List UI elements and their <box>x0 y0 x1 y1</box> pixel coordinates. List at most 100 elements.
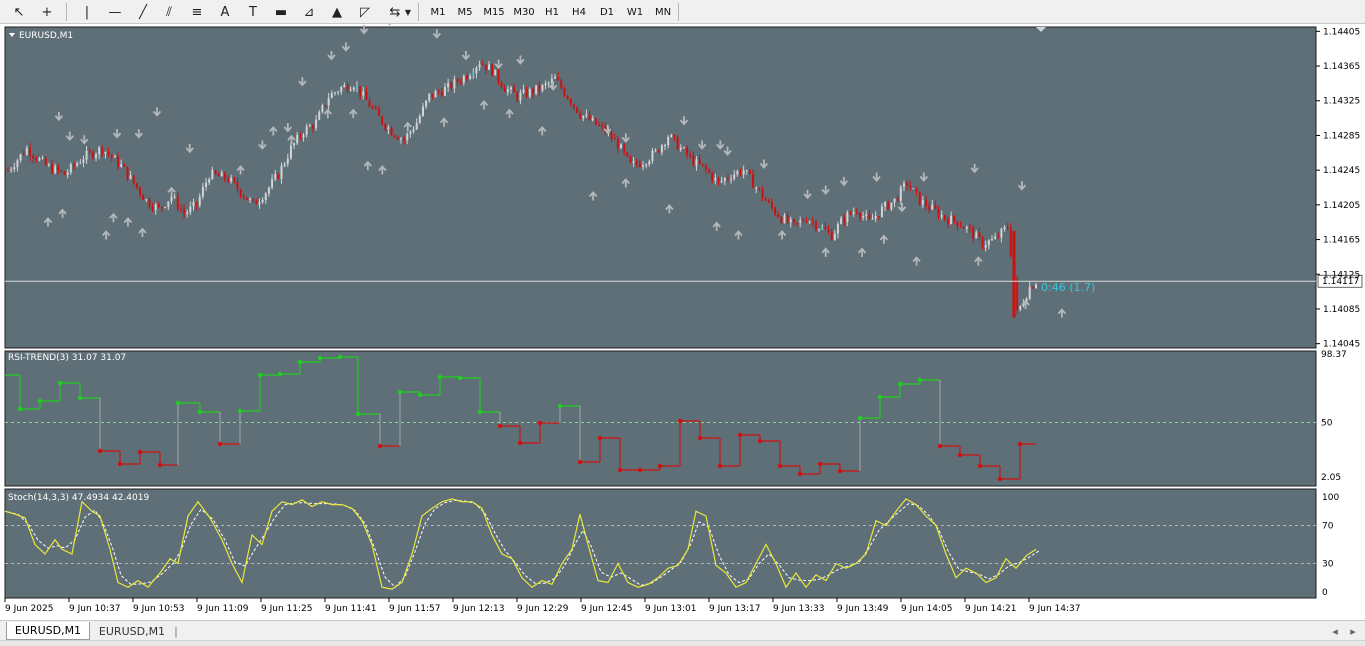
chart-window[interactable]: 1.14117 0:46 (1.7) EURUSD,M1 1.14405 1.14365… <box>0 24 1365 620</box>
time-tick-label: 9 Jun 14:05 <box>901 604 952 614</box>
candle <box>85 150 88 160</box>
chart-shift-marker[interactable] <box>1036 27 1046 32</box>
candle <box>135 183 138 188</box>
rectangle-icon[interactable]: ▬ <box>274 4 288 20</box>
toolbar-separator <box>678 3 679 21</box>
chart-canvas[interactable]: 1.14117 0:46 (1.7) EURUSD,M1 1.14405 1.14365… <box>0 24 1365 620</box>
rsi-trend-dot <box>517 440 523 446</box>
candle <box>799 220 802 223</box>
chart-menu-triangle-icon[interactable] <box>9 33 15 37</box>
arrow-label-icon[interactable]: ⊿ <box>303 4 315 20</box>
time-tick-label: 9 Jun 10:37 <box>69 604 120 614</box>
scroll-right-icon[interactable]: ▸ <box>1350 624 1356 638</box>
candle <box>286 158 289 164</box>
price-tick-label: 1.14045 <box>1323 340 1360 350</box>
trendline-icon[interactable]: ╱ <box>139 4 147 20</box>
candle <box>906 183 909 186</box>
candle <box>808 221 811 223</box>
candle <box>333 92 336 94</box>
fractal-up-arrow <box>974 256 983 263</box>
timeframe-m15[interactable]: M15 <box>483 6 505 18</box>
timeframe-d1[interactable]: D1 <box>599 6 615 18</box>
candle <box>934 204 937 209</box>
scroll-left-icon[interactable]: ◂ <box>1332 624 1338 638</box>
candle <box>689 154 692 156</box>
candle <box>491 64 494 76</box>
candle <box>745 169 748 171</box>
candle <box>173 196 176 198</box>
candle <box>648 161 651 165</box>
crosshair-icon[interactable]: + <box>41 4 53 20</box>
candle <box>362 91 365 96</box>
candle <box>352 87 355 90</box>
fractal-up-arrow <box>58 208 67 215</box>
chevron-down-icon[interactable]: ▼ <box>404 7 412 17</box>
candle <box>554 77 557 79</box>
cursor-icon[interactable]: ↖ <box>13 4 25 20</box>
candle <box>767 200 770 203</box>
chart-tab[interactable]: EURUSD,M1 <box>98 624 166 638</box>
rsi-trend-panel[interactable] <box>4 350 1317 487</box>
candle <box>22 154 25 156</box>
candle <box>497 69 500 82</box>
rsi-trend-dot <box>817 461 823 467</box>
timeframe-m5[interactable]: M5 <box>457 6 473 18</box>
toolbar: ↖ + | — ╱ ⫽ ≡ A T ▬ ⊿ ▲ ◸ ⇆ ▼ M1 M5 M15 M30 H1 H4 D1 W1 MN <box>0 0 1365 24</box>
timeframe-m30[interactable]: M30 <box>513 6 535 18</box>
timeframe-mn[interactable]: MN <box>654 6 672 18</box>
candle <box>972 227 975 239</box>
candle <box>236 181 239 190</box>
candle <box>843 218 846 223</box>
candle <box>318 112 321 120</box>
candle <box>44 157 47 166</box>
rsi-trend-dot <box>437 374 443 380</box>
candle <box>739 171 742 175</box>
chart-tab-active[interactable]: EURUSD,M1 <box>6 622 90 640</box>
price-tick-label: 1.14165 <box>1323 236 1360 246</box>
stoch-signal-line <box>7 499 1040 588</box>
timeframe-h1[interactable]: H1 <box>545 6 559 18</box>
candle <box>198 196 201 206</box>
candle <box>915 188 918 192</box>
text-icon[interactable]: A <box>220 4 230 20</box>
rsi-trend-dot <box>797 471 803 477</box>
candle <box>943 215 946 220</box>
equidistant-channel-icon[interactable]: ⫽ <box>166 4 172 20</box>
timeframe-w1[interactable]: W1 <box>626 6 644 18</box>
triangle-icon[interactable]: ▲ <box>332 4 342 20</box>
shapes-menu-icon[interactable]: ⇆ <box>389 4 401 20</box>
fibo-fan-icon[interactable]: ◸ <box>360 4 370 20</box>
main-chart-panel[interactable] <box>4 26 1317 349</box>
candle <box>513 87 516 93</box>
rsi-trend-dot <box>557 403 563 409</box>
candle <box>871 218 874 220</box>
timeframe-m1[interactable]: M1 <box>430 6 446 18</box>
fractal-down-arrow <box>697 143 707 150</box>
candle <box>752 173 755 189</box>
rsi-trend-dot <box>217 441 223 447</box>
candle <box>736 171 739 175</box>
candle <box>591 118 594 121</box>
rsi-trend-dot <box>197 409 203 415</box>
candle <box>157 204 160 207</box>
stoch-tick-label: 0 <box>1322 588 1328 598</box>
candle <box>355 85 358 88</box>
candle <box>321 105 324 113</box>
text-label-icon[interactable]: T <box>249 4 257 20</box>
fibonacci-icon[interactable]: ≡ <box>191 4 203 20</box>
candle <box>110 154 113 158</box>
horizontal-line-icon[interactable]: — <box>108 4 122 20</box>
price-tick-label: 1.14365 <box>1323 62 1360 72</box>
candle <box>896 198 899 201</box>
candle <box>88 150 91 152</box>
candle <box>57 166 60 171</box>
stochastic-panel[interactable] <box>4 488 1317 599</box>
candle <box>667 136 670 145</box>
timeframe-h4[interactable]: H4 <box>572 6 586 18</box>
rsi-trend-dot <box>257 372 263 378</box>
candle <box>833 233 836 241</box>
candle <box>959 226 962 228</box>
candle <box>223 172 226 180</box>
candle <box>990 238 993 241</box>
vertical-line-icon[interactable]: | <box>84 4 90 20</box>
